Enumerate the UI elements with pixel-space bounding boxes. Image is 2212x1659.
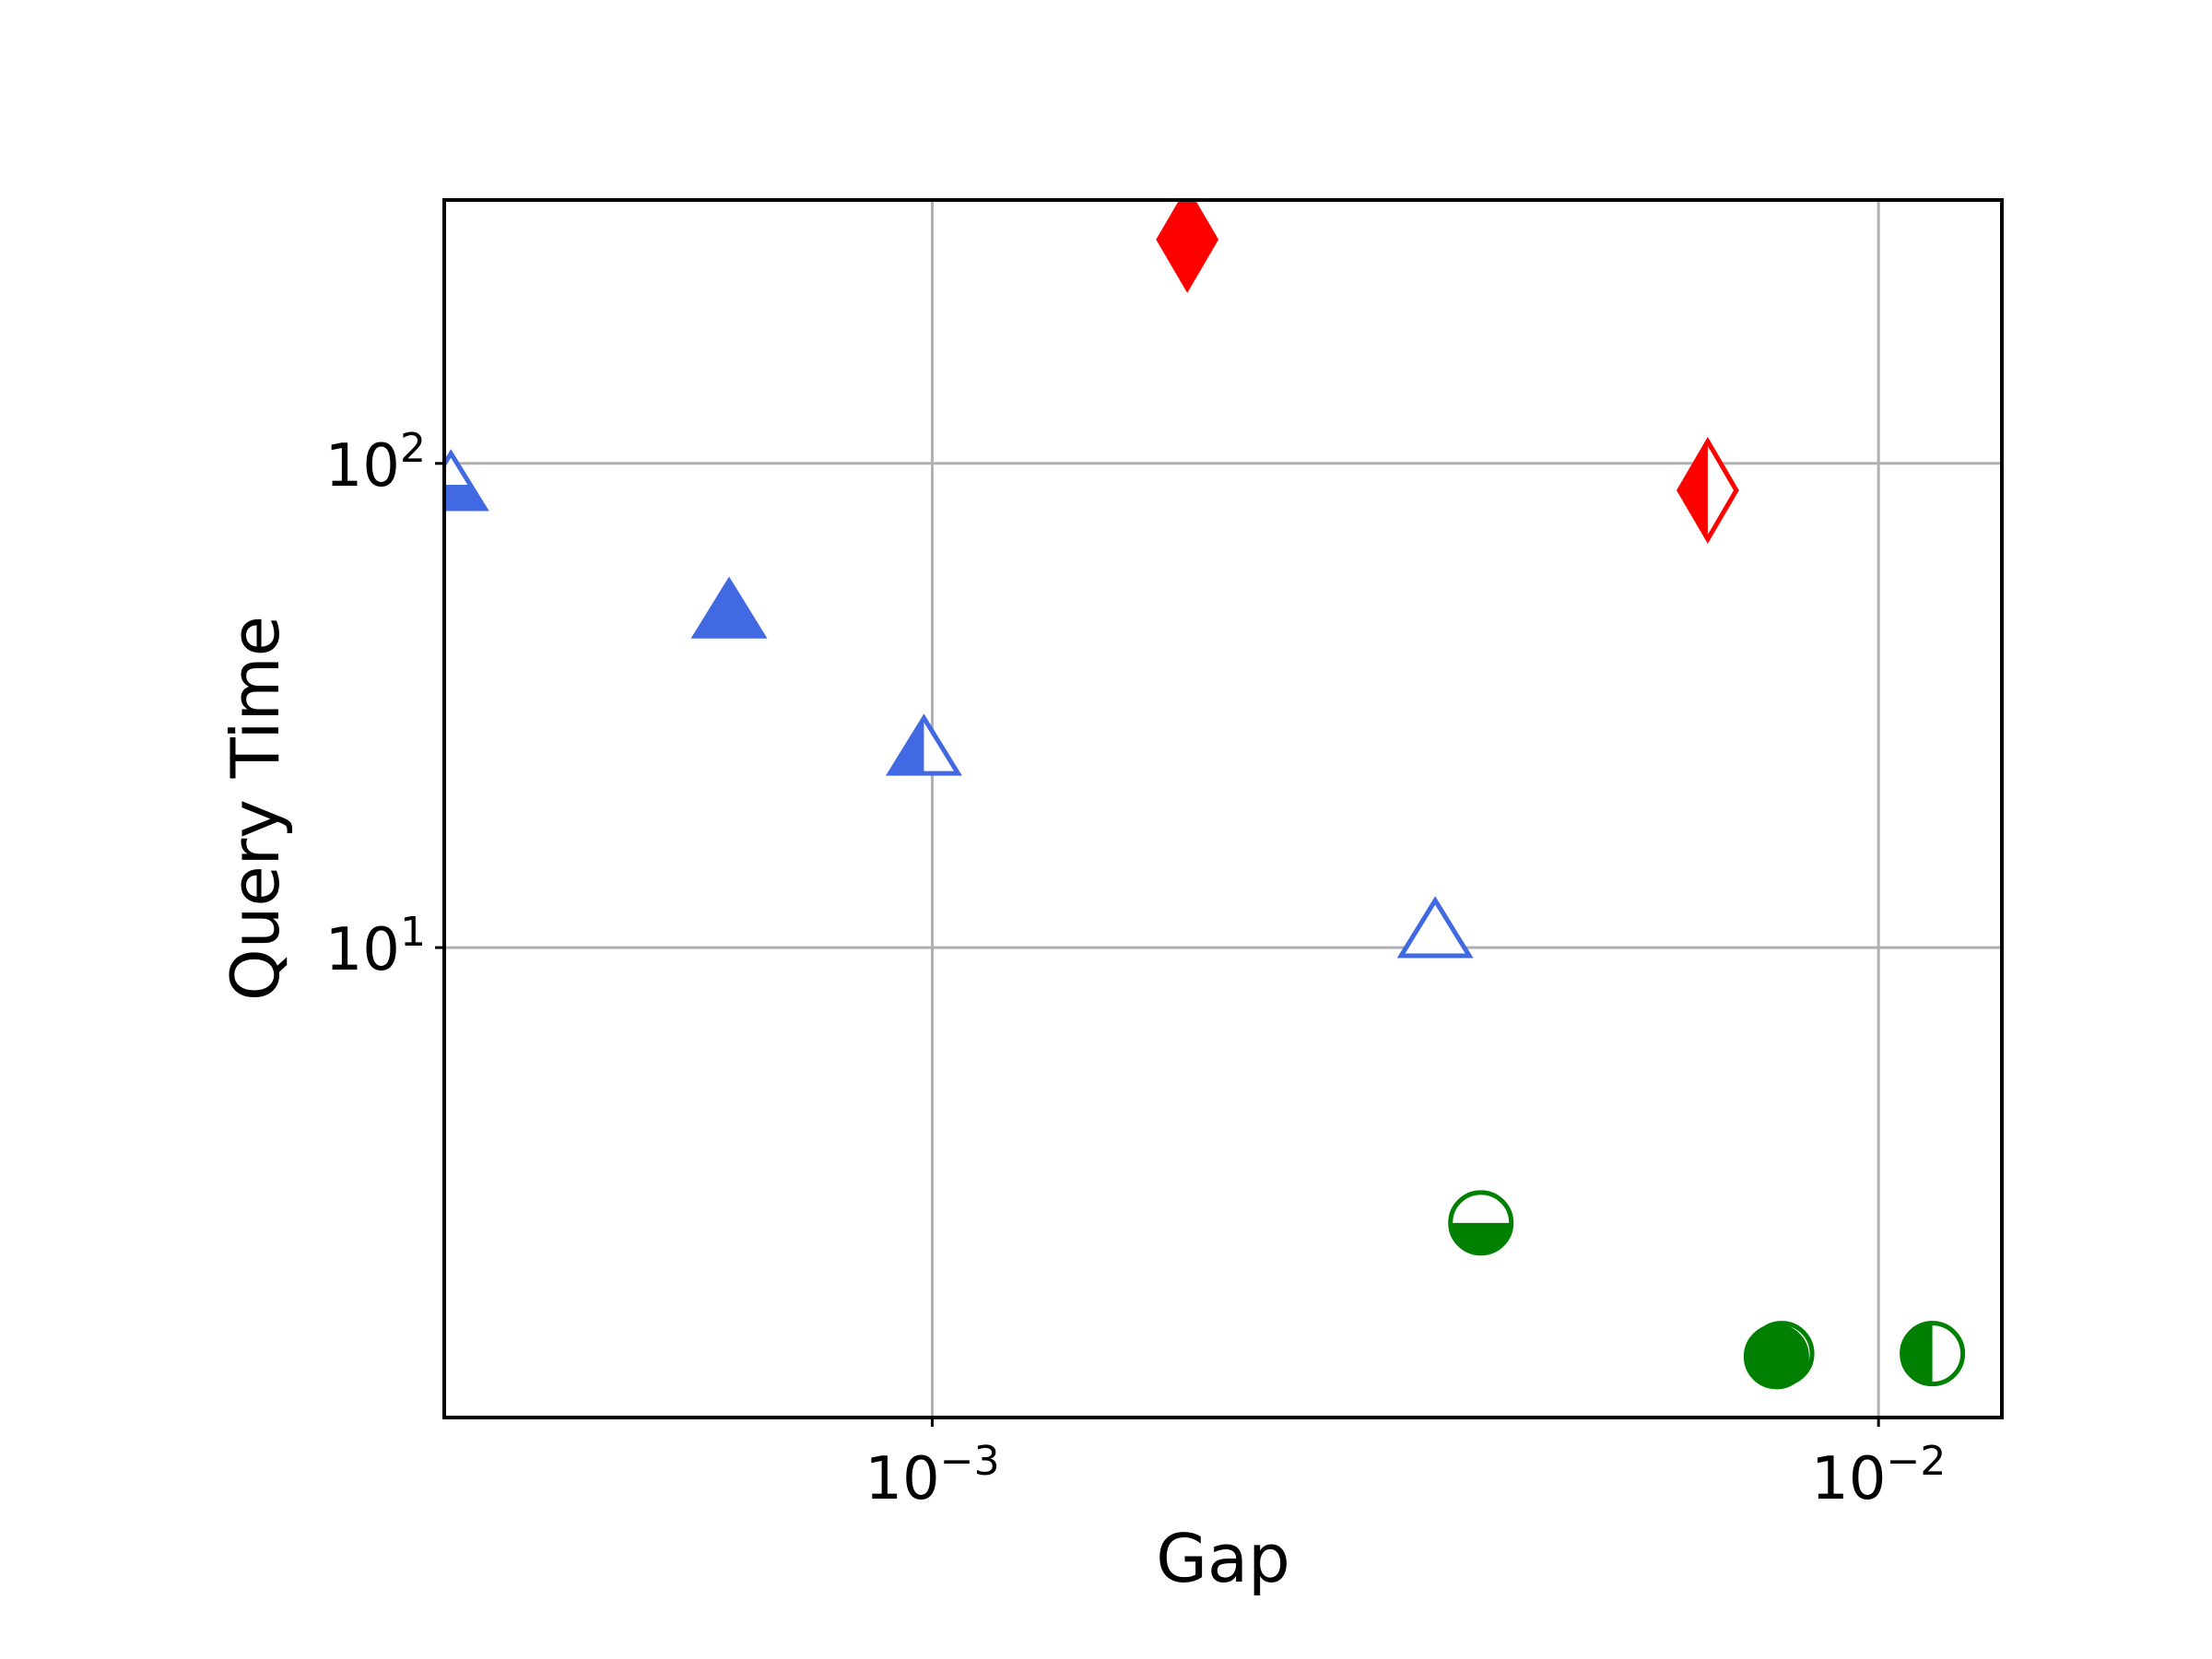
y-tick-base: 10 [325,916,400,984]
x-tick-exponent: −2 [1886,1438,1946,1485]
marker-half-fill [1678,441,1708,539]
y-tick-base: 10 [325,432,400,500]
y-axis-label: Query Time [217,616,294,1001]
markers [444,200,1966,1390]
triangle-marker-0 [444,449,489,512]
marker-outline [885,713,962,776]
y-tick-label: 101 [325,909,426,984]
diamond-marker-5 [1677,437,1739,544]
marker-half-fill [444,484,486,509]
triangle-marker-1 [690,576,768,639]
y-tick-exponent: 2 [400,425,426,472]
marker-outline [444,449,489,512]
triangle-marker-2 [885,713,962,776]
x-tick-base: 10 [865,1445,939,1513]
marker-fill [1743,1324,1809,1390]
circle-marker-8 [1743,1324,1809,1390]
x-tick-label: 10−3 [865,1438,999,1513]
marker-fill [1156,200,1219,293]
marker-half-fill [1450,1222,1512,1253]
diamond-marker-4 [1156,200,1219,293]
marker-outline [1677,437,1739,544]
marker-outline [1448,1190,1514,1256]
x-tick-exponent: −3 [940,1438,1000,1485]
circle-marker-9 [1900,1321,1966,1387]
y-tick-exponent: 1 [400,909,426,956]
x-tick-base: 10 [1811,1445,1886,1513]
marker-fill [690,576,768,639]
marker-outline [1396,896,1474,959]
x-axis-label: Gap [1156,1520,1290,1597]
grid [444,200,2002,1418]
plot-frame [442,198,2004,1419]
x-tick-label: 10−2 [1811,1438,1946,1513]
marker-half-fill [1901,1323,1933,1384]
circle-marker-6 [1448,1190,1514,1256]
marker-background [1401,900,1470,956]
marker-outline [1900,1321,1966,1387]
y-tick-label: 102 [325,425,426,500]
triangle-marker-3 [1396,896,1474,959]
